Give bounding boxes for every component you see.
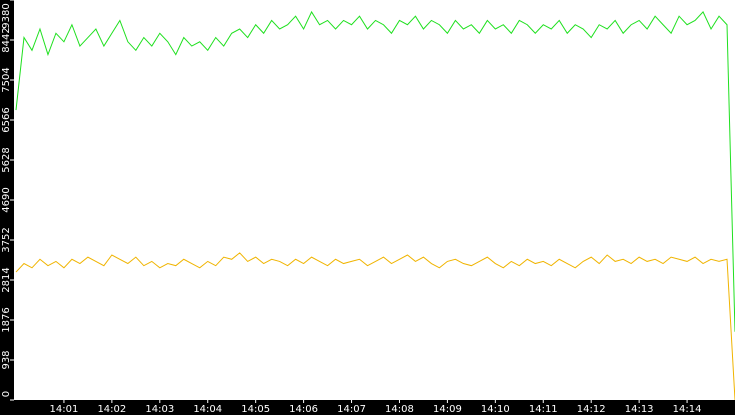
y-tick-label: 9380 [1, 3, 12, 28]
x-tick-label: 14:01 [50, 404, 79, 415]
x-tick-label: 14:11 [529, 404, 558, 415]
series-line [15, 252, 735, 401]
x-tick-label: 14:02 [97, 404, 126, 415]
y-tick-label: 8442 [1, 27, 12, 52]
x-tick-label: 14:08 [385, 404, 414, 415]
y-tick-label: 3752 [1, 227, 12, 252]
x-tick-label: 14:04 [193, 404, 222, 415]
x-tick-label: 14:07 [337, 404, 366, 415]
x-tick-label: 14:10 [481, 404, 510, 415]
y-tick-label: 1876 [1, 307, 12, 332]
x-tick-label: 14:06 [289, 404, 318, 415]
x-tick-label: 14:12 [577, 404, 606, 415]
x-tick-label: 14:09 [433, 404, 462, 415]
series-line [15, 10, 735, 332]
y-tick-label: 7504 [1, 67, 12, 92]
x-tick-label: 14:05 [241, 404, 270, 415]
x-tick-label: 14:03 [145, 404, 174, 415]
y-tick-label: 2814 [1, 267, 12, 292]
x-tick-label: 14:14 [673, 404, 702, 415]
x-tick-label: 14:13 [625, 404, 654, 415]
y-tick-label: 5628 [1, 147, 12, 172]
y-tick-label: 6566 [1, 107, 12, 132]
y-tick-label: 0 [1, 391, 12, 397]
plot-area [14, 0, 735, 400]
y-tick-label: 4690 [1, 187, 12, 212]
y-tick-label: 938 [1, 350, 12, 369]
